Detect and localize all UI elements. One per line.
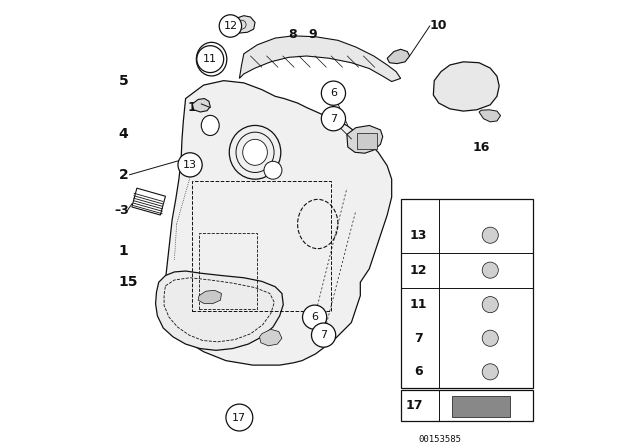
- Text: 00153585: 00153585: [419, 435, 461, 444]
- Polygon shape: [347, 125, 383, 153]
- Bar: [199, 233, 257, 309]
- Polygon shape: [228, 16, 255, 33]
- Text: 7: 7: [414, 332, 423, 345]
- Ellipse shape: [243, 139, 268, 165]
- Polygon shape: [260, 329, 282, 346]
- Polygon shape: [156, 271, 284, 350]
- Circle shape: [482, 262, 499, 278]
- Polygon shape: [192, 99, 210, 112]
- Polygon shape: [132, 188, 165, 215]
- Circle shape: [482, 364, 499, 380]
- Text: 6: 6: [330, 88, 337, 98]
- Text: 8: 8: [289, 28, 297, 42]
- Text: 16: 16: [472, 141, 490, 155]
- Circle shape: [321, 107, 346, 131]
- Circle shape: [178, 153, 202, 177]
- Bar: [401, 199, 532, 388]
- Text: 15: 15: [118, 275, 138, 289]
- Text: 11: 11: [204, 54, 217, 64]
- Circle shape: [303, 305, 326, 329]
- Circle shape: [264, 161, 282, 179]
- Circle shape: [226, 404, 253, 431]
- Circle shape: [321, 81, 346, 105]
- Polygon shape: [387, 49, 410, 64]
- Text: 10: 10: [430, 19, 447, 33]
- Polygon shape: [239, 36, 401, 82]
- Text: 12: 12: [223, 21, 237, 31]
- Circle shape: [197, 46, 224, 73]
- Text: 12: 12: [410, 263, 428, 277]
- Text: 14: 14: [188, 101, 205, 114]
- Circle shape: [219, 15, 241, 37]
- Bar: [401, 390, 532, 421]
- Text: 7: 7: [330, 114, 337, 124]
- Polygon shape: [165, 81, 392, 365]
- Text: 4: 4: [118, 127, 128, 142]
- Text: 17: 17: [232, 413, 246, 422]
- Circle shape: [482, 227, 499, 243]
- Text: 11: 11: [410, 298, 428, 311]
- Ellipse shape: [196, 42, 227, 76]
- Bar: [356, 133, 377, 149]
- Polygon shape: [479, 110, 500, 122]
- Bar: [192, 181, 332, 311]
- Text: 2: 2: [118, 168, 128, 182]
- Circle shape: [482, 330, 499, 346]
- Text: 1: 1: [118, 244, 128, 258]
- Text: 5: 5: [118, 73, 128, 88]
- Ellipse shape: [201, 116, 219, 135]
- Bar: [452, 396, 511, 417]
- Text: 7: 7: [320, 330, 327, 340]
- Text: 17: 17: [405, 399, 423, 412]
- Text: 13: 13: [410, 228, 428, 242]
- Text: 6: 6: [311, 312, 318, 322]
- Text: 6: 6: [414, 365, 423, 379]
- Circle shape: [482, 297, 499, 313]
- Polygon shape: [433, 62, 499, 111]
- Text: 13: 13: [183, 160, 197, 170]
- Text: 9: 9: [308, 28, 317, 42]
- Polygon shape: [198, 290, 221, 304]
- Text: –3: –3: [115, 204, 129, 217]
- Circle shape: [312, 323, 335, 347]
